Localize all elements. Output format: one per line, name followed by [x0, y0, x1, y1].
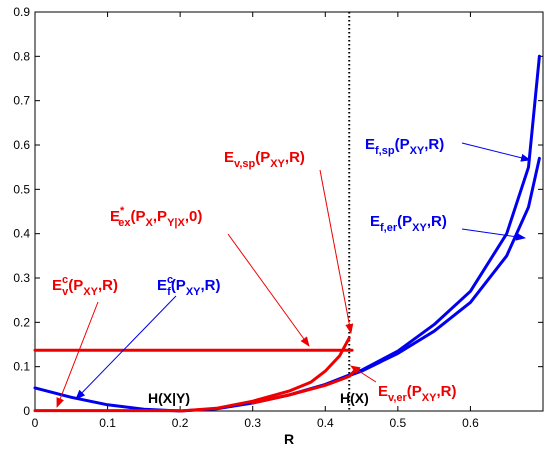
label-efc: Ec f(PXY,R) — [157, 274, 221, 298]
label-ev-er: Ev,er(PXY,R) — [378, 383, 456, 404]
label-evc: Ec v(PXY,R) — [52, 274, 118, 298]
y-tick-label: 0.5 — [13, 182, 30, 196]
annotations: Ef,sp(PXY,R) Ef,er(PXY,R) Ev,sp(PXY,R) E… — [52, 136, 531, 408]
series-line-2 — [178, 336, 351, 413]
arrow-ef-er — [461, 228, 526, 241]
series-line-1 — [345, 156, 541, 378]
arrow-ev-sp — [319, 169, 354, 334]
series-lines — [33, 54, 541, 413]
label-hxy: H(X|Y) — [148, 390, 190, 406]
x-tick-label: 0 — [32, 416, 39, 430]
y-tick-label: 0.6 — [13, 138, 30, 152]
y-tick-label: 0.4 — [13, 227, 30, 241]
x-axis-ticks: 0 0.1 0.2 0.3 0.4 0.5 0.6 — [32, 12, 479, 430]
label-ef-er: Ef,er(PXY,R) — [370, 213, 447, 234]
y-axis-ticks: 0 0.1 0.2 0.3 0.4 0.5 0.6 0.7 0.8 0.9 — [13, 5, 543, 418]
label-hx: H(X) — [340, 390, 369, 406]
arrow-ef-sp — [461, 142, 531, 162]
arrow-ev-er — [350, 365, 377, 383]
arrow-efc — [75, 295, 177, 400]
x-axis-label: R — [284, 431, 294, 447]
x-tick-label: 0.6 — [462, 416, 479, 430]
x-tick-label: 0.3 — [244, 416, 261, 430]
x-tick-label: 0.2 — [172, 416, 189, 430]
arrow-eex — [227, 233, 310, 347]
label-ef-sp: Ef,sp(PXY,R) — [365, 136, 444, 157]
label-ev-sp: Ev,sp(PXY,R) — [224, 149, 305, 170]
arrow-evc — [56, 301, 99, 408]
y-tick-label: 0.7 — [13, 94, 30, 108]
y-tick-label: 0.1 — [13, 360, 30, 374]
series-line-3 — [251, 369, 356, 405]
x-tick-label: 0.1 — [99, 416, 116, 430]
y-tick-label: 0.9 — [13, 5, 30, 19]
label-eex: E* ex(PX,PY|X,0) — [110, 205, 202, 229]
plot-area — [34, 11, 544, 412]
y-tick-label: 0.3 — [13, 271, 30, 285]
x-tick-label: 0.5 — [390, 416, 407, 430]
x-tick-label: 0.4 — [317, 416, 334, 430]
y-tick-label: 0.2 — [13, 315, 30, 329]
y-tick-label: 0 — [23, 404, 30, 418]
y-tick-label: 0.8 — [13, 49, 30, 63]
